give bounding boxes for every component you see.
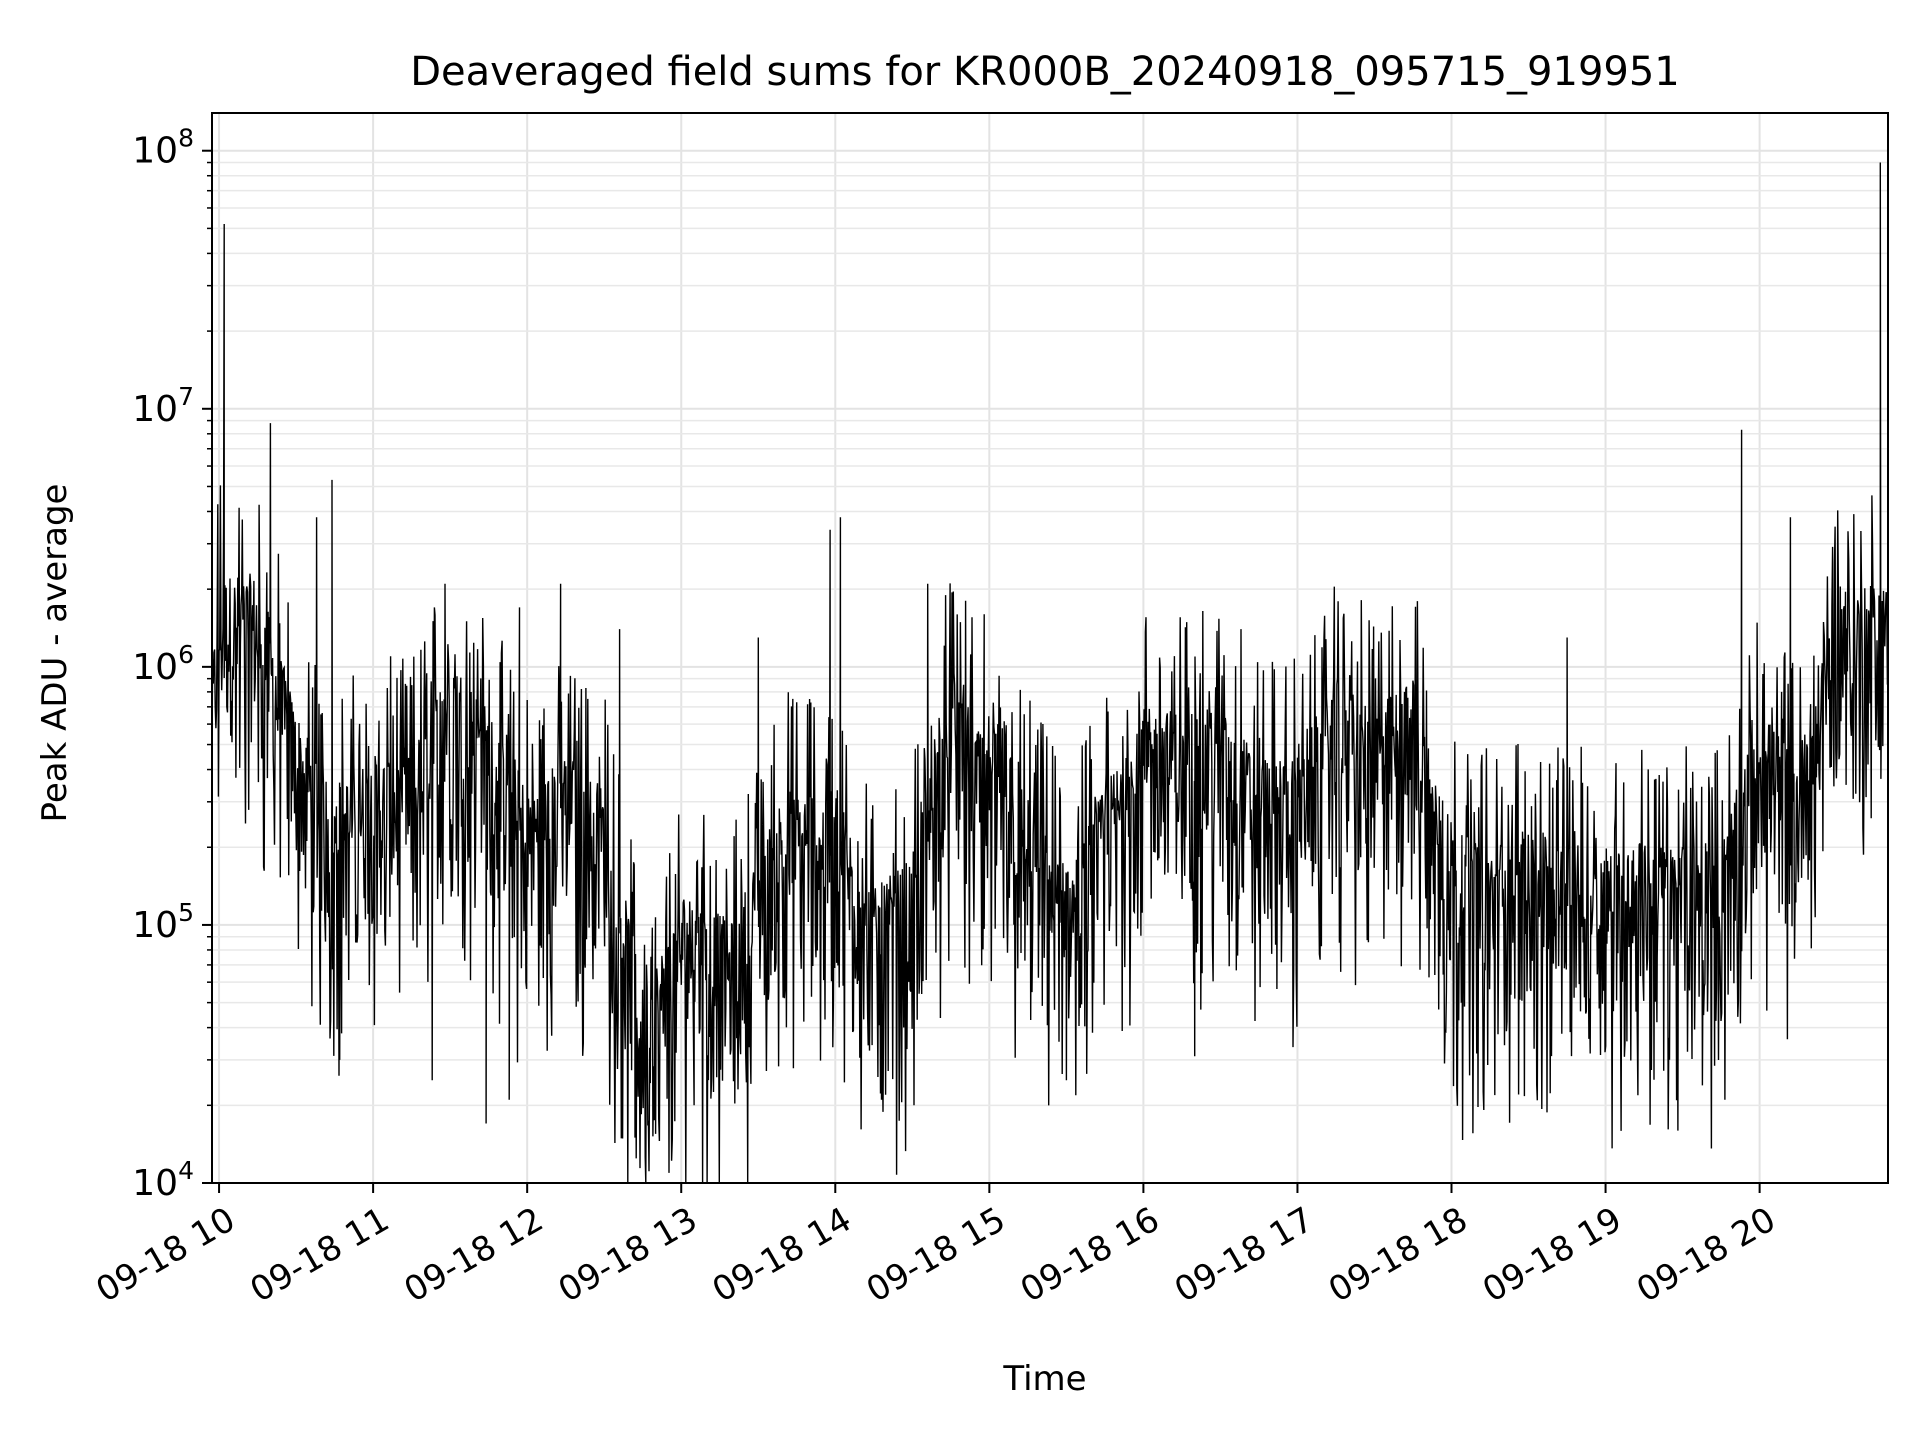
y-tick-label: 107 xyxy=(132,382,194,430)
x-axis-label: Time xyxy=(1002,1359,1086,1399)
series-line-group xyxy=(211,162,1889,1184)
y-axis-label: Peak ADU - average xyxy=(35,484,75,823)
y-tick-label: 104 xyxy=(132,1156,194,1204)
y-tick-label: 106 xyxy=(132,640,194,688)
grid xyxy=(212,113,1888,1184)
y-tick-label: 105 xyxy=(132,898,194,946)
plot-frame xyxy=(211,112,1889,1184)
chart-title: Deaveraged field sums for KR000B_2024091… xyxy=(410,49,1680,95)
y-axis: 104 105 106 107 108 xyxy=(132,124,212,1204)
y-tick-label: 108 xyxy=(132,124,194,172)
series-line xyxy=(211,162,1889,1184)
